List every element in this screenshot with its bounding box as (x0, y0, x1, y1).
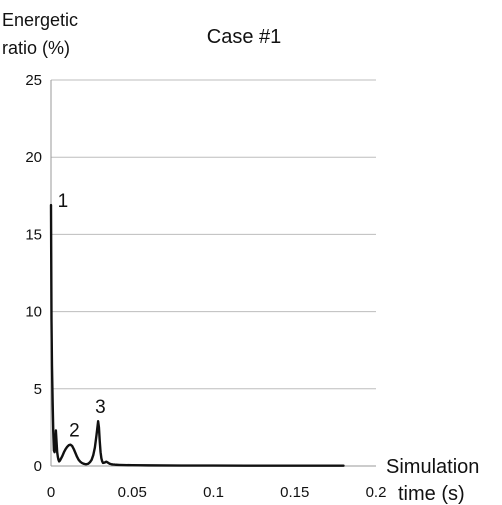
peak-annotation-3: 3 (95, 397, 106, 418)
y-tick-labels: 0 5 10 15 20 25 (25, 72, 42, 475)
x-tick-label-0: 0 (47, 484, 55, 501)
y-tick-label-5: 5 (34, 381, 42, 398)
peak-annotation-1: 1 (58, 191, 69, 212)
x-axis-label-line-2: time (s) (398, 483, 465, 505)
y-tick-label-20: 20 (25, 149, 42, 166)
x-tick-label-0.05: 0.05 (118, 484, 147, 501)
y-axis-label-line-1: Energetic (2, 10, 78, 30)
x-tick-label-0.2: 0.2 (366, 484, 387, 501)
y-tick-label-0: 0 (34, 458, 42, 475)
y-tick-label-15: 15 (25, 226, 42, 243)
grid-lines (51, 79, 376, 390)
series-line-0 (49, 203, 345, 467)
x-tick-label-0.15: 0.15 (280, 484, 309, 501)
x-tick-label-0.1: 0.1 (203, 484, 224, 501)
x-tick-labels: 0 0.05 0.1 0.15 0.2 (47, 484, 387, 501)
y-tick-label-25: 25 (25, 72, 42, 89)
y-tick-label-10: 10 (25, 304, 42, 321)
y-axis-label-line-2: ratio (%) (2, 38, 70, 58)
series (49, 203, 345, 467)
peak-annotation-2: 2 (69, 421, 80, 442)
x-axis-label-line-1: Simulation (386, 456, 479, 478)
annotations: 1 23 (58, 191, 106, 442)
chart-title: Case #1 (207, 26, 282, 48)
